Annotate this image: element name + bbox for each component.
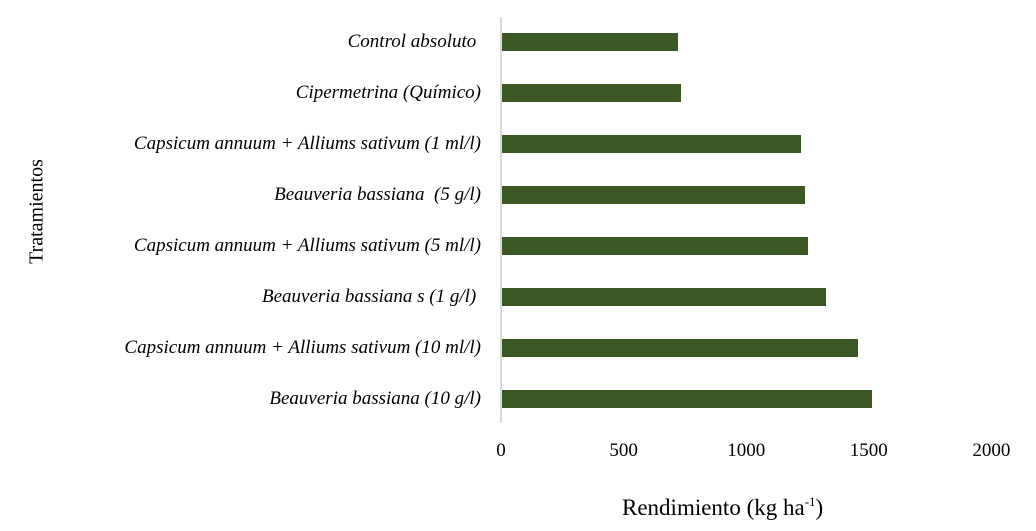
bar: [502, 237, 809, 255]
bar: [502, 84, 681, 102]
x-tick-label: 0: [496, 440, 506, 461]
x-axis-title: Rendimiento (kg ha-1): [622, 494, 823, 521]
bar: [502, 288, 827, 306]
x-tick-label: 1000: [727, 440, 766, 461]
category-label: Beauveria bassiana (5 g/l): [274, 184, 481, 205]
category-label: Cipermetrina (Químico): [295, 82, 481, 103]
x-axis-title-close: ): [815, 495, 824, 520]
x-tick-label: 1500: [849, 440, 888, 461]
category-label: Capsicum annuum + Alliums sativum (10 ml…: [124, 337, 481, 358]
bar: [502, 186, 806, 204]
x-axis-title-superscript: -1: [804, 494, 816, 509]
category-label: Beauveria bassiana s (1 g/l): [261, 286, 481, 307]
x-tick-label: 2000: [972, 440, 1011, 461]
bar: [502, 339, 859, 357]
category-label: Capsicum annuum + Alliums sativum (1 ml/…: [133, 133, 481, 154]
bar: [502, 33, 678, 51]
category-label: Control absoluto: [347, 31, 481, 52]
x-axis-title-main: Rendimiento (kg ha: [622, 495, 805, 520]
bar: [502, 390, 873, 408]
category-label: Capsicum annuum + Alliums sativum (5 ml/…: [133, 235, 481, 256]
y-axis-line: [500, 17, 502, 423]
category-label: Beauveria bassiana (10 g/l): [269, 388, 481, 409]
bar: [502, 135, 802, 153]
y-axis-title: Tratamientos: [25, 159, 48, 264]
x-tick-label: 500: [609, 440, 638, 461]
